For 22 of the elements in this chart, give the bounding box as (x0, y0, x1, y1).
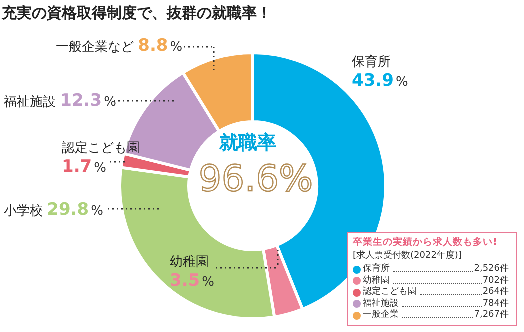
slice-label: 小学校 (4, 204, 43, 219)
slice-label: 保育所 (352, 55, 391, 70)
chart-title: 充実の資格取得制度で、抜群の就職率！ (2, 4, 272, 23)
text: 福祉施設 784件 (363, 298, 510, 310)
text: 幼稚園 702件 (363, 276, 510, 286)
text: 一般企業 7,267件 (363, 310, 510, 322)
data-label: 29.8% (47, 200, 104, 220)
data-label: 43.9% (352, 71, 408, 91)
text: 認定こども園 264件 (363, 287, 510, 298)
data-label: 3.5% (170, 271, 214, 291)
slice-label: 幼稚園 (170, 255, 209, 270)
text: 96.6% (198, 159, 314, 200)
slice-label: 認定こども園 (62, 141, 140, 156)
data-label: 1.7% (62, 157, 106, 177)
text: 保育所 2,526件 (363, 264, 510, 276)
text: 卒業生の実績から求人数も多い! (353, 236, 498, 249)
data-label: 12.3% (60, 91, 116, 111)
text: 就職率 (218, 131, 278, 156)
text: [求人票受付数(2022年度)] (353, 250, 463, 262)
data-label: 8.8% (138, 36, 183, 56)
slice-label: 福祉施設 (4, 95, 56, 110)
slice-label: 一般企業など (56, 40, 134, 55)
